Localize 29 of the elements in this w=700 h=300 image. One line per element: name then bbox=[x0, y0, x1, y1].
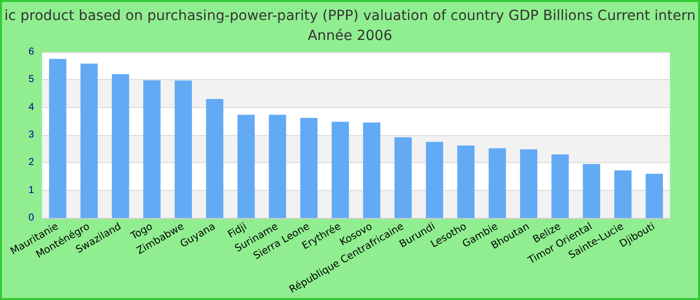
y-tick-label: 3 bbox=[28, 130, 34, 140]
bar bbox=[551, 154, 569, 218]
y-tick-label: 5 bbox=[28, 74, 34, 86]
bar bbox=[206, 99, 224, 218]
bar bbox=[80, 64, 98, 218]
bar bbox=[520, 149, 538, 218]
bar bbox=[488, 148, 506, 218]
y-tick-label: 2 bbox=[28, 157, 34, 168]
bar bbox=[363, 122, 380, 218]
y-tick-label: 4 bbox=[28, 102, 34, 113]
chart-title: ic product based on purchasing-power-parity (PPP) valuation of country GDP Billions Current intern bbox=[4, 8, 696, 24]
chart-subtitle: Année 2006 bbox=[308, 28, 392, 44]
bar bbox=[143, 80, 161, 218]
y-tick-label: 0 bbox=[28, 212, 34, 224]
y-tick-label: 6 bbox=[28, 46, 34, 58]
bar bbox=[174, 80, 192, 218]
bar bbox=[394, 137, 412, 218]
bar bbox=[237, 114, 255, 218]
bar bbox=[112, 74, 130, 218]
bar bbox=[332, 122, 349, 218]
bar bbox=[614, 170, 632, 218]
bar bbox=[268, 114, 286, 218]
bar bbox=[582, 164, 600, 218]
bar bbox=[457, 146, 475, 218]
bar bbox=[300, 118, 318, 218]
bar bbox=[646, 174, 663, 218]
y-tick-label: 1 bbox=[28, 184, 34, 196]
bar bbox=[426, 142, 444, 218]
bar bbox=[49, 58, 66, 218]
